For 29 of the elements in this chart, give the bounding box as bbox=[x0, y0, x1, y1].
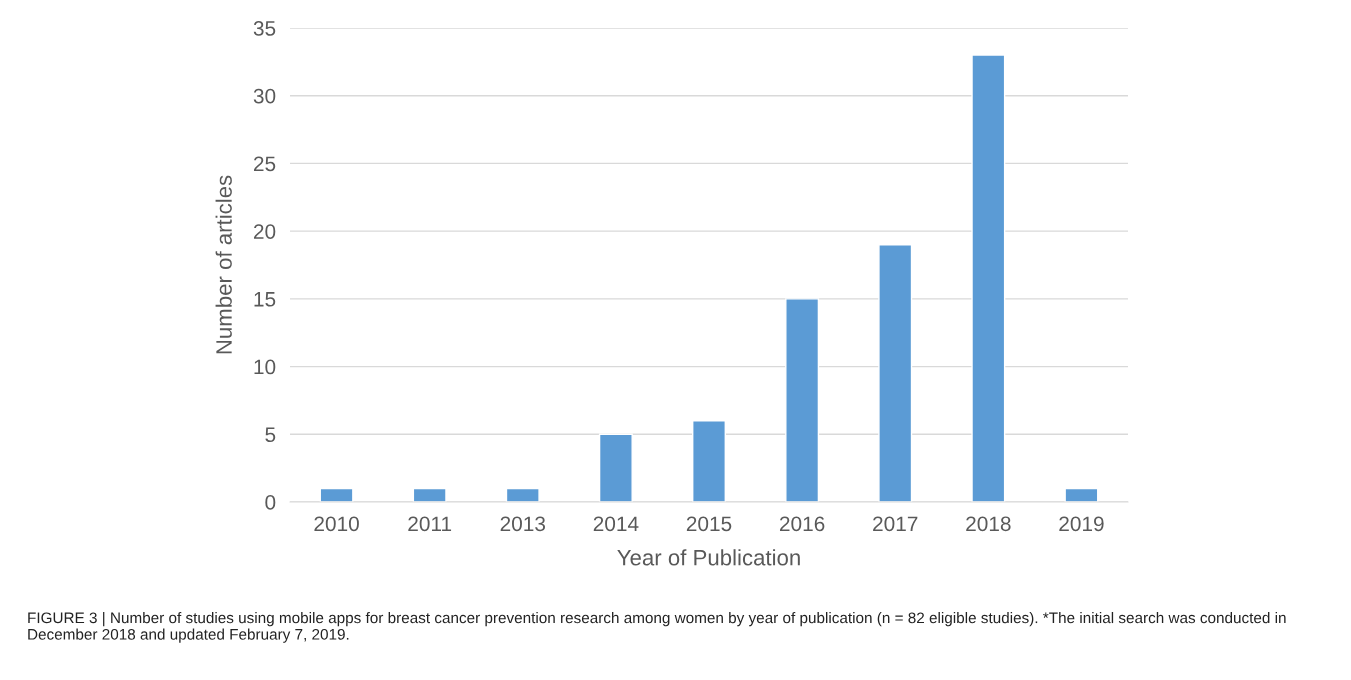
x-tick-label: 2019 bbox=[1059, 516, 1104, 532]
bar bbox=[692, 420, 726, 502]
bar bbox=[785, 298, 820, 502]
bar bbox=[598, 433, 633, 502]
y-tick-label: 0 bbox=[265, 495, 276, 510]
y-tick-label: 25 bbox=[253, 156, 276, 172]
x-tick-label: 2013 bbox=[500, 516, 546, 532]
y-tick-label: 5 bbox=[265, 427, 276, 443]
bar bbox=[319, 487, 354, 502]
x-tick-label: 2014 bbox=[593, 516, 639, 532]
y-tick-label: 35 bbox=[253, 21, 276, 36]
y-tick-label: 20 bbox=[253, 224, 276, 239]
x-axis-title: Year of Publication bbox=[617, 549, 800, 566]
bar bbox=[971, 54, 1006, 502]
y-tick-label: 15 bbox=[254, 292, 276, 307]
y-tick-label: 30 bbox=[253, 88, 276, 104]
bar bbox=[1064, 487, 1099, 502]
x-tick-label: 2011 bbox=[408, 516, 452, 532]
x-tick-label: 2018 bbox=[966, 516, 1011, 532]
bar bbox=[878, 243, 913, 502]
caption: FIGURE 3 | Number of studies using mobile apps for breast cancer prevention research among women by year of publication (n = 82 eligible studies). *The initial search was conducted in December 2018 and updated February 7, 2019. bbox=[28, 612, 1286, 643]
y-axis-title: Number of articles bbox=[215, 175, 232, 354]
bar bbox=[505, 487, 540, 502]
x-tick-label: 2017 bbox=[873, 516, 918, 532]
bar bbox=[412, 487, 447, 502]
y-tick-label: 10 bbox=[254, 359, 276, 375]
x-tick-label: 2016 bbox=[779, 516, 825, 532]
x-tick-label: 2015 bbox=[686, 516, 732, 532]
x-tick-label: 2010 bbox=[314, 516, 359, 532]
